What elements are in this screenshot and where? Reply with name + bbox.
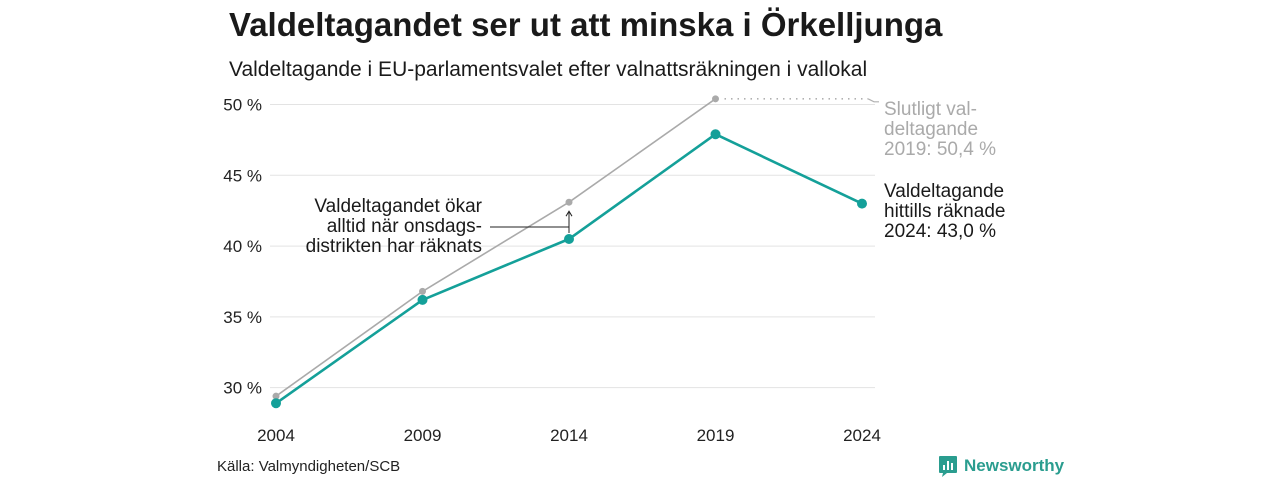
grid-lines [270, 103, 875, 389]
increase-note-label: distrikten har räknats [306, 236, 482, 257]
series [271, 95, 867, 409]
y-tick-label: 50 % [223, 95, 262, 114]
data-point-final [565, 198, 573, 206]
data-point-counted [710, 129, 721, 140]
data-point-final [419, 287, 426, 295]
increase-arrowhead [565, 210, 573, 217]
bar-chart-logo-icon [939, 456, 957, 477]
increase-note-label: Valdeltagandet ökar [314, 196, 482, 217]
chart-title: Valdeltagandet ser ut att minska i Örkel… [229, 6, 943, 43]
series-line-counted [275, 132, 863, 405]
data-point-counted [271, 398, 281, 409]
x-tick-label: 2019 [697, 426, 735, 445]
counted-turnout-label: 2024: 43,0 % [884, 221, 996, 242]
data-point-final [272, 392, 280, 400]
y-tick-label: 35 % [223, 308, 262, 327]
x-tick-label: 2009 [404, 426, 442, 445]
y-tick-label: 45 % [223, 166, 262, 185]
y-tick-label: 40 % [223, 237, 262, 256]
data-point-counted [417, 294, 428, 305]
data-point-counted [564, 234, 574, 245]
y-axis-ticks: 30 % 35 % 40 % 45 % 50 % [223, 95, 262, 397]
final-turnout-label: 2019: 50,4 % [884, 139, 996, 160]
chart-subtitle: Valdeltagande i EU-parlamentsvalet efter… [229, 58, 868, 81]
x-tick-label: 2024 [843, 426, 881, 445]
counted-turnout-label: hittills räknade [884, 201, 1005, 222]
x-tick-label: 2014 [550, 426, 588, 445]
final-turnout-label: deltagande [884, 119, 978, 140]
increase-note-label: alltid när onsdags- [327, 216, 482, 237]
source-note: Källa: Valmyndigheten/SCB [217, 458, 401, 475]
y-tick-label: 30 % [223, 379, 262, 398]
final-leader-bend [867, 98, 879, 103]
data-point-final [712, 95, 719, 103]
brand-name: Newsworthy [964, 456, 1065, 475]
data-point-counted [857, 198, 867, 209]
brand-logo: Newsworthy [938, 455, 1064, 477]
series-line-final [275, 98, 716, 397]
final-turnout-label: Slutligt val- [884, 99, 977, 120]
x-axis-ticks: 2004 2009 2014 2019 2024 [257, 426, 881, 445]
x-tick-label: 2004 [257, 426, 295, 445]
counted-turnout-label: Valdeltagande [884, 181, 1004, 202]
